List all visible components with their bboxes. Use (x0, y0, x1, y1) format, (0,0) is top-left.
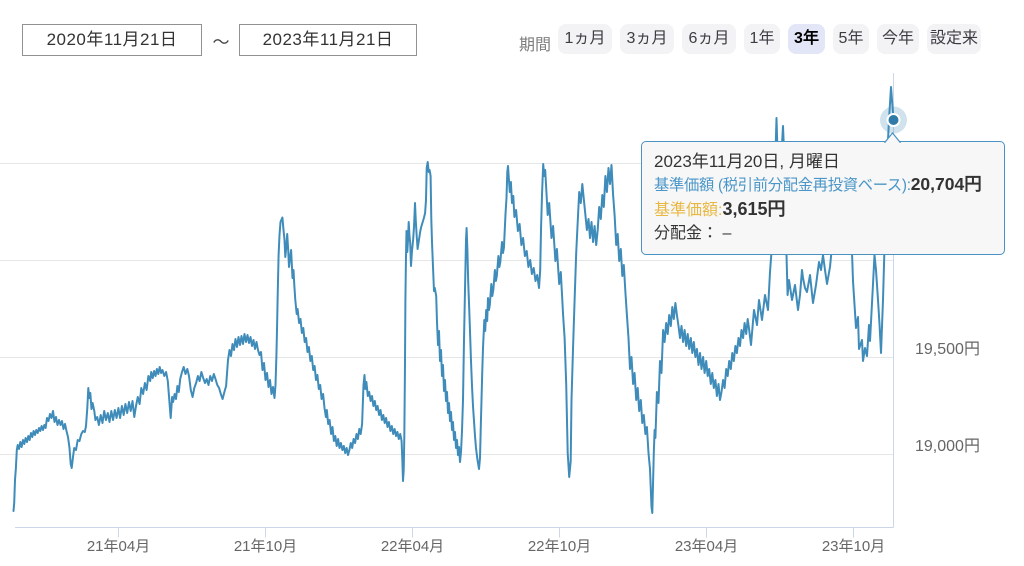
svg-text:23年04月: 23年04月 (675, 538, 738, 555)
svg-text:21年10月: 21年10月 (234, 538, 297, 555)
svg-text:22年04月: 22年04月 (381, 538, 444, 555)
svg-text:23年10月: 23年10月 (822, 538, 885, 555)
svg-text:19,000円: 19,000円 (915, 438, 980, 455)
svg-text:19,500円: 19,500円 (915, 341, 980, 358)
svg-text:21年04月: 21年04月 (87, 538, 150, 555)
svg-text:22年10月: 22年10月 (528, 538, 591, 555)
